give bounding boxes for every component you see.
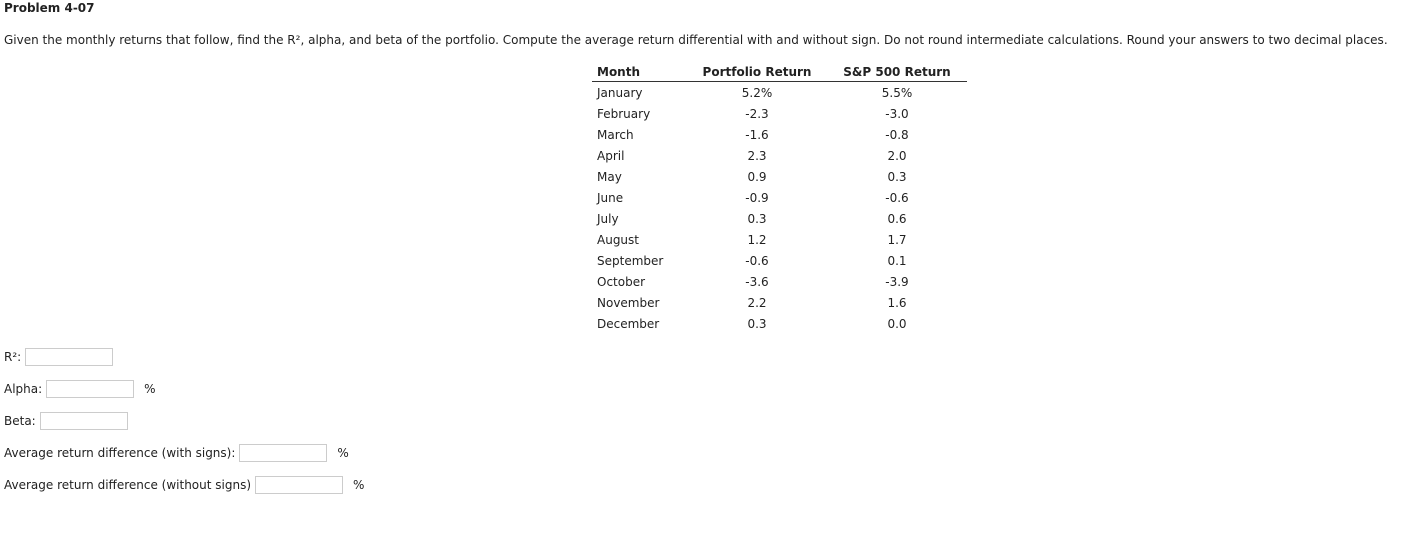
table-row: July 0.3 0.6 <box>592 208 967 229</box>
table-row: December 0.3 0.0 <box>592 313 967 334</box>
answer-input[interactable] <box>239 444 328 462</box>
answer-input[interactable] <box>46 380 135 398</box>
table-cell: -3.0 <box>885 106 909 121</box>
header-row: Month Portfolio Return S&P 500 Return <box>592 63 967 82</box>
table-row: March -1.6 -0.8 <box>592 124 967 145</box>
field-label: Alpha: <box>4 382 43 396</box>
field-row: Beta: <box>4 412 132 430</box>
table-row: August 1.2 1.7 <box>592 229 967 250</box>
answer-input[interactable] <box>39 412 128 430</box>
table-cell: 0.3 <box>747 211 767 226</box>
table-cell: 1.2 <box>747 232 767 247</box>
field-row: Alpha:% <box>4 380 156 398</box>
table-row: October -3.6 -3.9 <box>592 271 967 292</box>
table-body: January 5.2% 5.5% February -2.3 -3.0 March -1.6… <box>592 82 967 335</box>
field-unit: % <box>353 478 365 492</box>
table-cell: January <box>597 85 643 100</box>
table-cell: -2.3 <box>745 106 769 121</box>
column-header: S&P 500 Return <box>827 63 967 82</box>
table-row: January 5.2% 5.5% <box>592 82 967 104</box>
table-cell: March <box>597 127 634 142</box>
field-unit: % <box>144 382 156 396</box>
table-cell: -0.9 <box>745 190 769 205</box>
table-row: April 2.3 2.0 <box>592 145 967 166</box>
field-unit: % <box>337 446 349 460</box>
field-label: Beta: <box>4 414 36 428</box>
table-cell: 0.1 <box>887 253 907 268</box>
table-cell: May <box>597 169 622 184</box>
table-cell: 1.6 <box>887 295 907 310</box>
table-cell: 0.3 <box>747 316 767 331</box>
table-cell: -0.6 <box>885 190 909 205</box>
table-cell: July <box>597 211 619 226</box>
table-cell: -0.6 <box>745 253 769 268</box>
table-cell: -1.6 <box>745 127 769 142</box>
table-cell: November <box>597 295 660 310</box>
table-cell: 0.6 <box>887 211 907 226</box>
problem-title: Problem 4-07 <box>4 1 95 15</box>
table-cell: 0.0 <box>887 316 907 331</box>
column-header: Portfolio Return <box>687 63 827 82</box>
table-cell: 5.2% <box>741 85 773 100</box>
table-cell: October <box>597 274 646 289</box>
field-label: R²: <box>4 350 22 364</box>
table-cell: 0.9 <box>747 169 767 184</box>
answer-input[interactable] <box>255 476 344 494</box>
table-cell: April <box>597 148 625 163</box>
field-row: R²: <box>4 348 117 366</box>
table-cell: 2.3 <box>747 148 767 163</box>
table-cell: 2.2 <box>747 295 767 310</box>
field-label: Average return difference (with signs): <box>4 446 236 460</box>
table-row: September -0.6 0.1 <box>592 250 967 271</box>
field-label: Average return difference (without signs… <box>4 478 252 492</box>
table-row: June -0.9 -0.6 <box>592 187 967 208</box>
returns-table: Month Portfolio Return S&P 500 Return Janu… <box>592 63 967 334</box>
table-cell: 0.3 <box>887 169 907 184</box>
table-row: November 2.2 1.6 <box>592 292 967 313</box>
table-cell: -3.9 <box>885 274 909 289</box>
table-cell: June <box>597 190 624 205</box>
column-header: Month <box>592 63 687 82</box>
table-row: February -2.3 -3.0 <box>592 103 967 124</box>
table-cell: -3.6 <box>745 274 769 289</box>
field-row: Average return difference (without signs… <box>4 476 364 494</box>
field-row: Average return difference (with signs):% <box>4 444 349 462</box>
instructions: Given the monthly returns that follow, f… <box>4 33 1388 47</box>
table-cell: February <box>597 106 651 121</box>
answer-input[interactable] <box>25 348 114 366</box>
table-cell: 2.0 <box>887 148 907 163</box>
table-cell: August <box>597 232 639 247</box>
table-cell: 1.7 <box>887 232 907 247</box>
table-cell: 5.5% <box>881 85 913 100</box>
table-cell: -0.8 <box>885 127 909 142</box>
table-cell: September <box>597 253 664 268</box>
table-cell: December <box>597 316 660 331</box>
table-row: May 0.9 0.3 <box>592 166 967 187</box>
